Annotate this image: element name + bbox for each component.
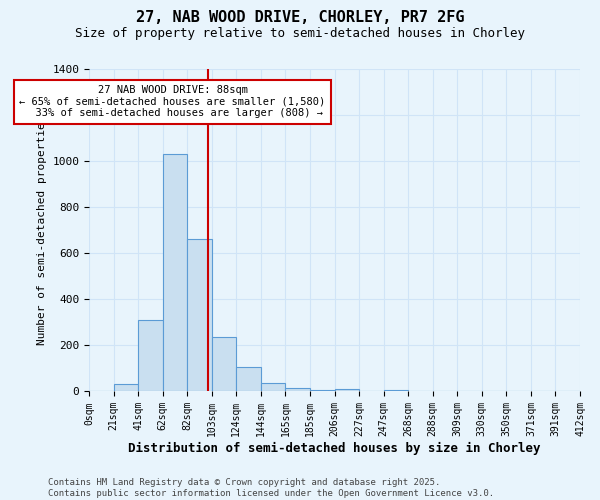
Bar <box>261 384 286 392</box>
Bar <box>163 154 187 392</box>
Y-axis label: Number of semi-detached properties: Number of semi-detached properties <box>37 116 47 345</box>
Bar <box>383 390 408 392</box>
Bar <box>113 384 138 392</box>
Text: 27, NAB WOOD DRIVE, CHORLEY, PR7 2FG: 27, NAB WOOD DRIVE, CHORLEY, PR7 2FG <box>136 10 464 25</box>
X-axis label: Distribution of semi-detached houses by size in Chorley: Distribution of semi-detached houses by … <box>128 442 541 455</box>
Text: Size of property relative to semi-detached houses in Chorley: Size of property relative to semi-detach… <box>75 28 525 40</box>
Text: 27 NAB WOOD DRIVE: 88sqm
← 65% of semi-detached houses are smaller (1,580)
  33%: 27 NAB WOOD DRIVE: 88sqm ← 65% of semi-d… <box>19 85 326 118</box>
Bar <box>212 338 236 392</box>
Bar <box>138 320 163 392</box>
Bar <box>187 240 212 392</box>
Bar <box>310 390 335 392</box>
Text: Contains HM Land Registry data © Crown copyright and database right 2025.
Contai: Contains HM Land Registry data © Crown c… <box>48 478 494 498</box>
Bar <box>236 367 261 392</box>
Bar <box>335 388 359 392</box>
Bar <box>286 388 310 392</box>
